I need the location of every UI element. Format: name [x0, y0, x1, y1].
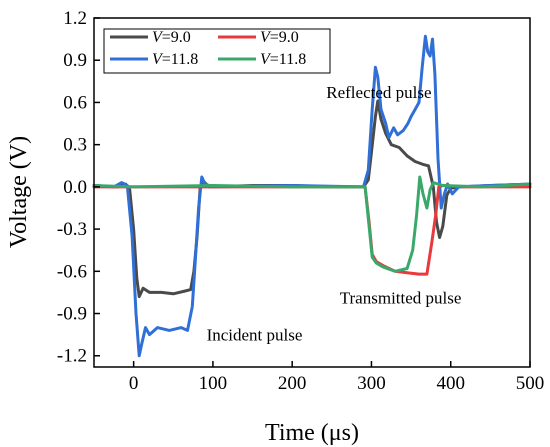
y-tick-label: 0.9 — [63, 50, 87, 71]
series-line-1 — [92, 99, 532, 299]
legend-label: V=11.8 — [152, 51, 198, 68]
y-tick-label: 0.6 — [63, 92, 87, 113]
annotation-label: Reflected pulse — [326, 83, 431, 102]
series-line-2 — [92, 34, 532, 358]
legend-label: V=11.8 — [260, 51, 306, 68]
y-tick-label: -0.6 — [57, 261, 87, 282]
annotation-layer: Reflected pulse Transmitted pulse Incident… — [207, 83, 462, 344]
x-tick-label: 100 — [199, 373, 228, 394]
x-tick-label: 200 — [278, 373, 307, 394]
series-line-3 — [92, 184, 532, 276]
legend: V=9.0 V=9.0 V=11.8 V=11.8 — [103, 28, 331, 74]
plot-frame — [93, 17, 531, 368]
x-tick-label: 500 — [516, 373, 545, 394]
y-tick-label: -0.9 — [57, 304, 87, 325]
legend-label: V=9.0 — [152, 29, 191, 46]
y-tick-label: 1.2 — [63, 8, 87, 29]
ticks-layer: 0 100 200 300 400 500 1.2 0.9 0.6 0.3 0.0 -0.3 -0.6 -… — [57, 8, 544, 394]
x-axis-title: Time (μs) — [265, 420, 359, 446]
y-tick-label: -0.3 — [57, 219, 87, 240]
series-line-4 — [92, 175, 532, 273]
y-tick-label: 0.3 — [63, 135, 87, 156]
x-tick-label: 300 — [357, 373, 386, 394]
legend-label: V=9.0 — [260, 29, 299, 46]
annotation-label: Transmitted pulse — [340, 289, 462, 308]
x-tick-label: 400 — [436, 373, 465, 394]
y-tick-label: -1.2 — [57, 346, 87, 367]
annotation-label: Incident pulse — [207, 325, 303, 344]
x-tick-label: 0 — [129, 373, 139, 394]
series-layer — [92, 34, 532, 358]
y-axis-title: Voltage (V) — [6, 136, 32, 248]
y-tick-label: 0.0 — [63, 177, 87, 198]
